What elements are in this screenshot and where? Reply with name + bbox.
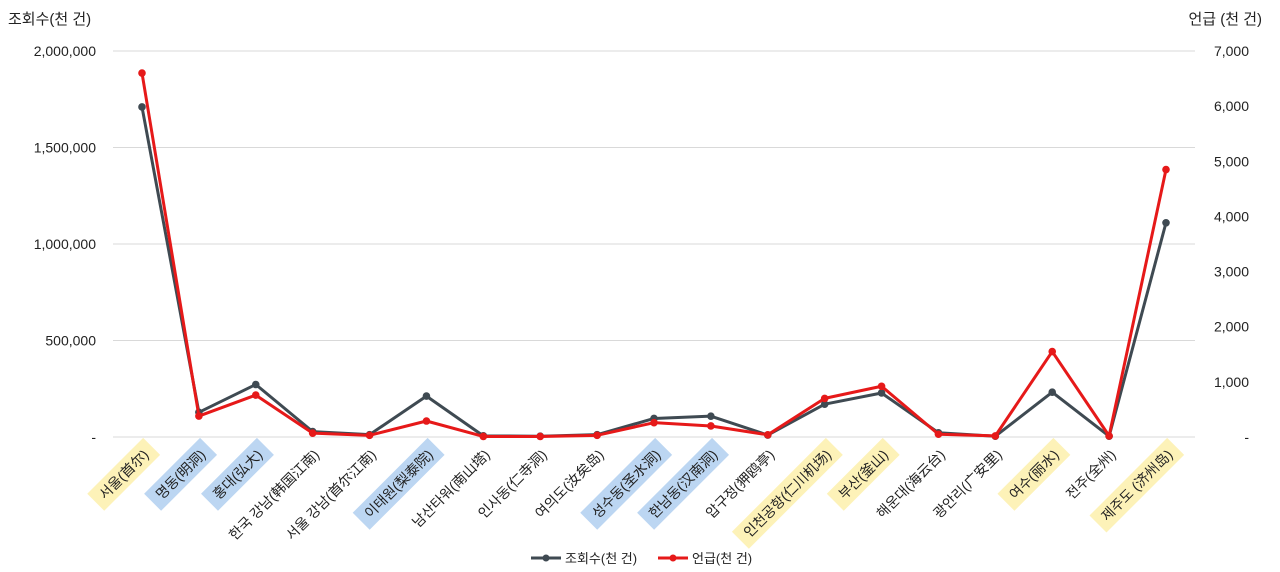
data-point[interactable] <box>1162 165 1170 174</box>
data-point[interactable] <box>1105 432 1113 440</box>
right-tick-label: 1,000 <box>1214 374 1249 390</box>
category-highlight <box>1089 437 1185 533</box>
legend: 조회수(천 건) 언급(천 건) <box>531 551 752 566</box>
series-line-1 <box>140 72 1168 438</box>
category-highlight <box>352 437 445 530</box>
gridlines <box>113 50 1195 438</box>
legend-item-views[interactable]: 조회수(천 건) <box>531 551 637 566</box>
data-point[interactable] <box>1048 347 1057 356</box>
data-point[interactable] <box>479 432 488 441</box>
data-point[interactable] <box>650 418 658 427</box>
data-point[interactable] <box>422 392 431 400</box>
data-point[interactable] <box>707 412 715 420</box>
data-point[interactable] <box>138 103 146 111</box>
category-label: 전주(全州) <box>1063 446 1119 502</box>
category-label-text: 명동(明洞) <box>153 446 209 502</box>
data-point[interactable] <box>820 400 829 408</box>
data-point[interactable] <box>422 417 431 425</box>
data-point[interactable] <box>593 431 601 440</box>
right-tick-label: 3,000 <box>1214 264 1249 280</box>
category-highlight <box>87 437 161 511</box>
category-highlight <box>637 437 730 530</box>
right-axis-ticks: - 1,000 2,000 3,000 4,000 5,000 6,000 7,000 <box>1214 43 1249 445</box>
data-point[interactable] <box>1048 388 1057 397</box>
data-point[interactable] <box>195 412 203 420</box>
data-point[interactable] <box>138 69 146 77</box>
data-point[interactable] <box>251 380 260 389</box>
category-highlight <box>144 437 218 511</box>
right-tick-label: - <box>1244 429 1249 445</box>
category-highlight <box>731 437 843 549</box>
data-point[interactable] <box>308 429 317 437</box>
data-point[interactable] <box>820 394 829 403</box>
category-label-text: 여수(丽水) <box>1006 446 1062 502</box>
category-label-text: 서울(首尔) <box>96 446 152 502</box>
category-highlight <box>997 437 1071 511</box>
right-tick-label: 7,000 <box>1214 43 1249 59</box>
right-axis-title: 언급 (천 건) <box>1188 11 1262 28</box>
data-point[interactable] <box>763 430 772 439</box>
left-tick-label: - <box>91 429 96 445</box>
data-point[interactable] <box>1162 218 1170 227</box>
data-point[interactable] <box>536 432 545 441</box>
category-label: 여수(丽水) <box>997 437 1071 511</box>
data-point[interactable] <box>877 389 886 397</box>
data-point[interactable] <box>991 432 1000 440</box>
data-point[interactable] <box>934 430 943 439</box>
category-label-text: 부산(釜山) <box>835 446 891 502</box>
legend-label-mentions: 언급(천 건) <box>692 551 752 566</box>
category-highlight <box>826 437 900 511</box>
category-label-text: 홍대(弘大) <box>210 446 266 502</box>
left-tick-label: 1,500,000 <box>34 140 96 156</box>
data-point[interactable] <box>251 391 260 399</box>
left-axis-ticks: - 500,000 1,000,000 1,500,000 2,000,000 <box>34 43 97 445</box>
right-tick-label: 6,000 <box>1214 98 1249 114</box>
category-highlight <box>580 437 673 530</box>
right-tick-label: 4,000 <box>1214 208 1249 224</box>
category-label: 서울(首尔) <box>87 437 161 511</box>
data-point[interactable] <box>365 431 374 440</box>
category-label: 인천공항(仁川机场) <box>731 437 843 549</box>
right-tick-label: 5,000 <box>1214 153 1249 169</box>
series-line-0 <box>140 106 1168 438</box>
legend-label-views: 조회수(천 건) <box>565 551 637 566</box>
data-point[interactable] <box>877 382 886 391</box>
right-tick-label: 2,000 <box>1214 319 1249 335</box>
left-tick-label: 1,000,000 <box>34 236 96 252</box>
category-label-text: 전주(全州) <box>1063 446 1119 502</box>
data-point[interactable] <box>707 422 715 430</box>
category-labels: 서울(首尔) 명동(明洞) 홍대(弘大)한국 강남(韩国江南)서울 강남(首尔江南)… <box>87 437 1185 549</box>
series-lines <box>138 69 1170 441</box>
left-tick-label: 500,000 <box>45 333 96 349</box>
left-axis-title: 조회수(천 건) <box>8 11 91 28</box>
category-highlight <box>201 437 274 511</box>
left-tick-label: 2,000,000 <box>34 43 96 59</box>
legend-item-mentions[interactable]: 언급(천 건) <box>658 551 752 566</box>
category-label: 명동(明洞) <box>144 437 218 511</box>
